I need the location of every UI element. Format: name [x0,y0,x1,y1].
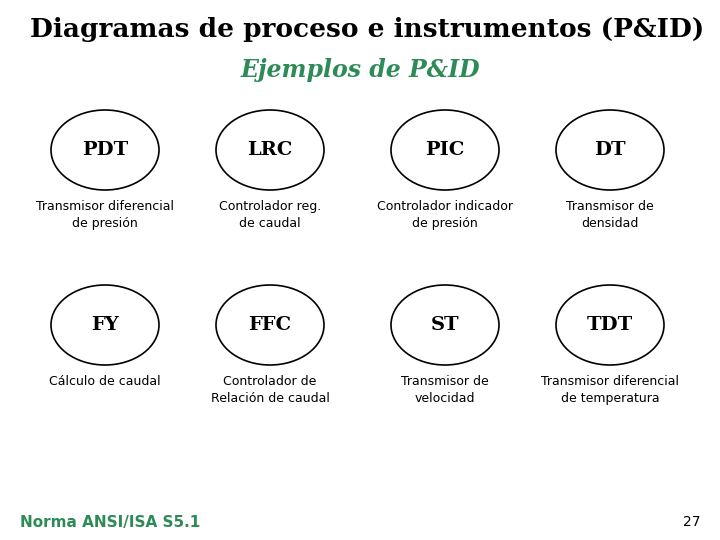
Text: Diagramas de proceso e instrumentos (P&ID): Diagramas de proceso e instrumentos (P&I… [30,17,704,43]
Text: Transmisor de
densidad: Transmisor de densidad [566,200,654,230]
Text: Ejemplos de P&ID: Ejemplos de P&ID [240,58,480,82]
Ellipse shape [391,285,499,365]
Text: Transmisor diferencial
de temperatura: Transmisor diferencial de temperatura [541,375,679,405]
Text: DT: DT [594,141,626,159]
Text: Cálculo de caudal: Cálculo de caudal [49,375,161,388]
Text: Transmisor diferencial
de presión: Transmisor diferencial de presión [36,200,174,230]
Ellipse shape [51,285,159,365]
Text: LRC: LRC [247,141,293,159]
Text: Controlador de
Relación de caudal: Controlador de Relación de caudal [210,375,330,405]
Text: PIC: PIC [426,141,464,159]
Text: Controlador indicador
de presión: Controlador indicador de presión [377,200,513,230]
Text: Transmisor de
velocidad: Transmisor de velocidad [401,375,489,405]
Ellipse shape [391,110,499,190]
Ellipse shape [216,110,324,190]
Ellipse shape [51,110,159,190]
Ellipse shape [216,285,324,365]
Text: TDT: TDT [587,316,633,334]
Ellipse shape [556,110,664,190]
Ellipse shape [556,285,664,365]
Text: 27: 27 [683,515,700,529]
Text: ST: ST [431,316,459,334]
Text: Controlador reg.
de caudal: Controlador reg. de caudal [219,200,321,230]
Text: FFC: FFC [248,316,292,334]
Text: Norma ANSI/ISA S5.1: Norma ANSI/ISA S5.1 [20,515,200,530]
Text: PDT: PDT [82,141,128,159]
Text: FY: FY [91,316,119,334]
